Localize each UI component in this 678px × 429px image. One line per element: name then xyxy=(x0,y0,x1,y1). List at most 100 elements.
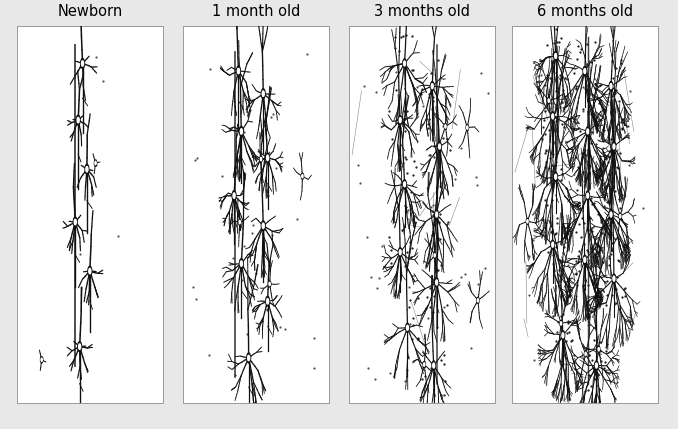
Point xyxy=(244,106,255,113)
Circle shape xyxy=(85,164,89,174)
Point xyxy=(362,234,373,241)
Point xyxy=(353,161,363,168)
Point xyxy=(450,175,461,182)
Circle shape xyxy=(73,217,77,227)
Point xyxy=(475,69,486,76)
Circle shape xyxy=(399,115,402,125)
Circle shape xyxy=(619,213,621,219)
Point xyxy=(191,296,201,302)
Point xyxy=(372,284,382,291)
Point xyxy=(230,371,241,378)
Point xyxy=(465,344,476,351)
Circle shape xyxy=(247,353,251,363)
Circle shape xyxy=(260,157,262,161)
Point xyxy=(439,304,450,311)
Point xyxy=(377,242,388,249)
Circle shape xyxy=(260,156,262,162)
Point xyxy=(113,232,123,239)
Circle shape xyxy=(612,274,616,283)
Circle shape xyxy=(434,254,435,257)
Point xyxy=(384,369,395,376)
Circle shape xyxy=(597,346,600,352)
Circle shape xyxy=(610,210,613,219)
Point xyxy=(480,264,491,271)
Point xyxy=(402,207,413,214)
Point xyxy=(424,152,435,159)
Circle shape xyxy=(239,219,241,225)
Point xyxy=(191,154,202,161)
Point xyxy=(471,181,482,188)
Circle shape xyxy=(551,240,555,249)
Point xyxy=(432,324,443,331)
Circle shape xyxy=(610,212,612,217)
Point xyxy=(548,151,559,157)
Point xyxy=(438,122,449,129)
Point xyxy=(227,255,238,262)
Point xyxy=(246,229,257,236)
Circle shape xyxy=(95,161,96,165)
Point xyxy=(275,323,286,330)
Circle shape xyxy=(89,269,91,274)
Circle shape xyxy=(554,51,557,60)
Point xyxy=(423,314,434,321)
Circle shape xyxy=(431,84,433,89)
Point xyxy=(456,145,466,151)
Point xyxy=(237,276,247,283)
Circle shape xyxy=(562,333,564,338)
Circle shape xyxy=(585,352,586,356)
Text: 6 months old: 6 months old xyxy=(537,4,633,19)
Circle shape xyxy=(595,363,597,368)
Point xyxy=(428,202,439,208)
Circle shape xyxy=(239,221,241,224)
Point xyxy=(572,82,583,89)
Circle shape xyxy=(237,66,240,76)
Point xyxy=(528,357,539,364)
Point xyxy=(355,179,365,186)
Point xyxy=(371,89,382,96)
Point xyxy=(241,331,252,338)
Circle shape xyxy=(403,59,406,68)
Point xyxy=(90,54,101,60)
Circle shape xyxy=(237,68,239,74)
Point xyxy=(456,273,466,280)
Point xyxy=(405,321,416,328)
Circle shape xyxy=(586,193,589,198)
Circle shape xyxy=(586,191,589,200)
Text: 3 months old: 3 months old xyxy=(374,4,470,19)
Circle shape xyxy=(548,97,550,104)
Point xyxy=(251,269,262,276)
Circle shape xyxy=(598,347,599,351)
Point xyxy=(523,292,534,299)
Point xyxy=(370,376,380,383)
Point xyxy=(624,87,635,94)
Circle shape xyxy=(94,160,97,166)
Point xyxy=(247,222,258,229)
Text: Newborn: Newborn xyxy=(57,4,123,19)
Circle shape xyxy=(561,331,565,340)
Circle shape xyxy=(612,142,616,151)
Point xyxy=(261,306,272,313)
Point xyxy=(434,219,445,226)
Point xyxy=(261,306,272,313)
Point xyxy=(302,51,313,57)
Point xyxy=(271,164,281,171)
Circle shape xyxy=(438,142,441,151)
Circle shape xyxy=(433,252,436,258)
Circle shape xyxy=(301,173,304,179)
Point xyxy=(309,335,320,342)
Circle shape xyxy=(610,84,612,89)
Circle shape xyxy=(403,61,405,66)
Circle shape xyxy=(239,259,243,269)
Circle shape xyxy=(552,242,554,247)
Point xyxy=(471,173,481,180)
Circle shape xyxy=(466,124,468,130)
Circle shape xyxy=(436,212,437,217)
Circle shape xyxy=(399,118,401,123)
Circle shape xyxy=(526,218,529,224)
Point xyxy=(420,305,431,311)
Circle shape xyxy=(445,125,446,128)
Point xyxy=(391,68,401,75)
Circle shape xyxy=(399,250,401,255)
Point xyxy=(216,172,227,179)
Circle shape xyxy=(88,266,92,276)
